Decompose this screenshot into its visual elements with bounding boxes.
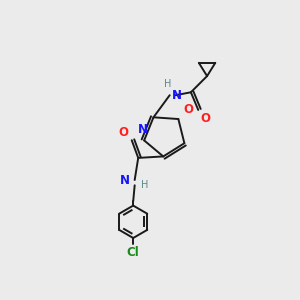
Text: O: O <box>118 126 128 139</box>
Text: O: O <box>184 103 194 116</box>
Text: N: N <box>119 174 129 187</box>
Text: Cl: Cl <box>127 246 140 259</box>
Text: H: H <box>141 180 148 190</box>
Text: N: N <box>138 123 148 136</box>
Text: N: N <box>172 89 182 102</box>
Text: H: H <box>164 79 171 89</box>
Text: O: O <box>201 112 211 125</box>
